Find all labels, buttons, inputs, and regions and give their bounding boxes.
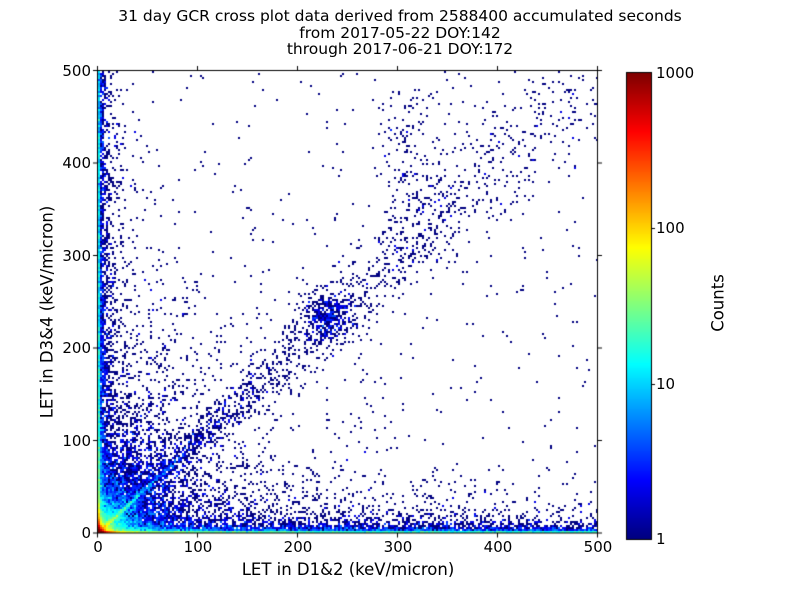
- x-tick-label: 300: [383, 538, 413, 556]
- colorbar-tick-label: 10: [656, 374, 676, 393]
- x-tick-label: 200: [283, 538, 313, 556]
- y-tick-label: 200: [62, 339, 91, 358]
- y-axis-label: LET in D3&4 (keV/micron): [37, 205, 57, 419]
- y-tick-label: 400: [62, 154, 91, 173]
- y-tick-label: 0: [81, 524, 91, 542]
- x-tick-label: 400: [483, 538, 513, 556]
- y-tick-label: 500: [62, 62, 91, 80]
- y-tick-label: 100: [62, 431, 91, 450]
- x-tick-label: 100: [183, 538, 213, 556]
- x-tick-label: 0: [93, 538, 103, 556]
- colorbar-tick-label: 1: [656, 530, 666, 548]
- x-axis-label: LET in D1&2 (keV/micron): [241, 560, 455, 579]
- x-tick-label: 500: [583, 538, 613, 556]
- colorbar-tick-label: 100: [656, 219, 685, 238]
- colorbar-tick-label: 1000: [656, 64, 695, 82]
- colorbar-label: Counts: [708, 274, 728, 332]
- y-tick-label: 300: [62, 246, 91, 265]
